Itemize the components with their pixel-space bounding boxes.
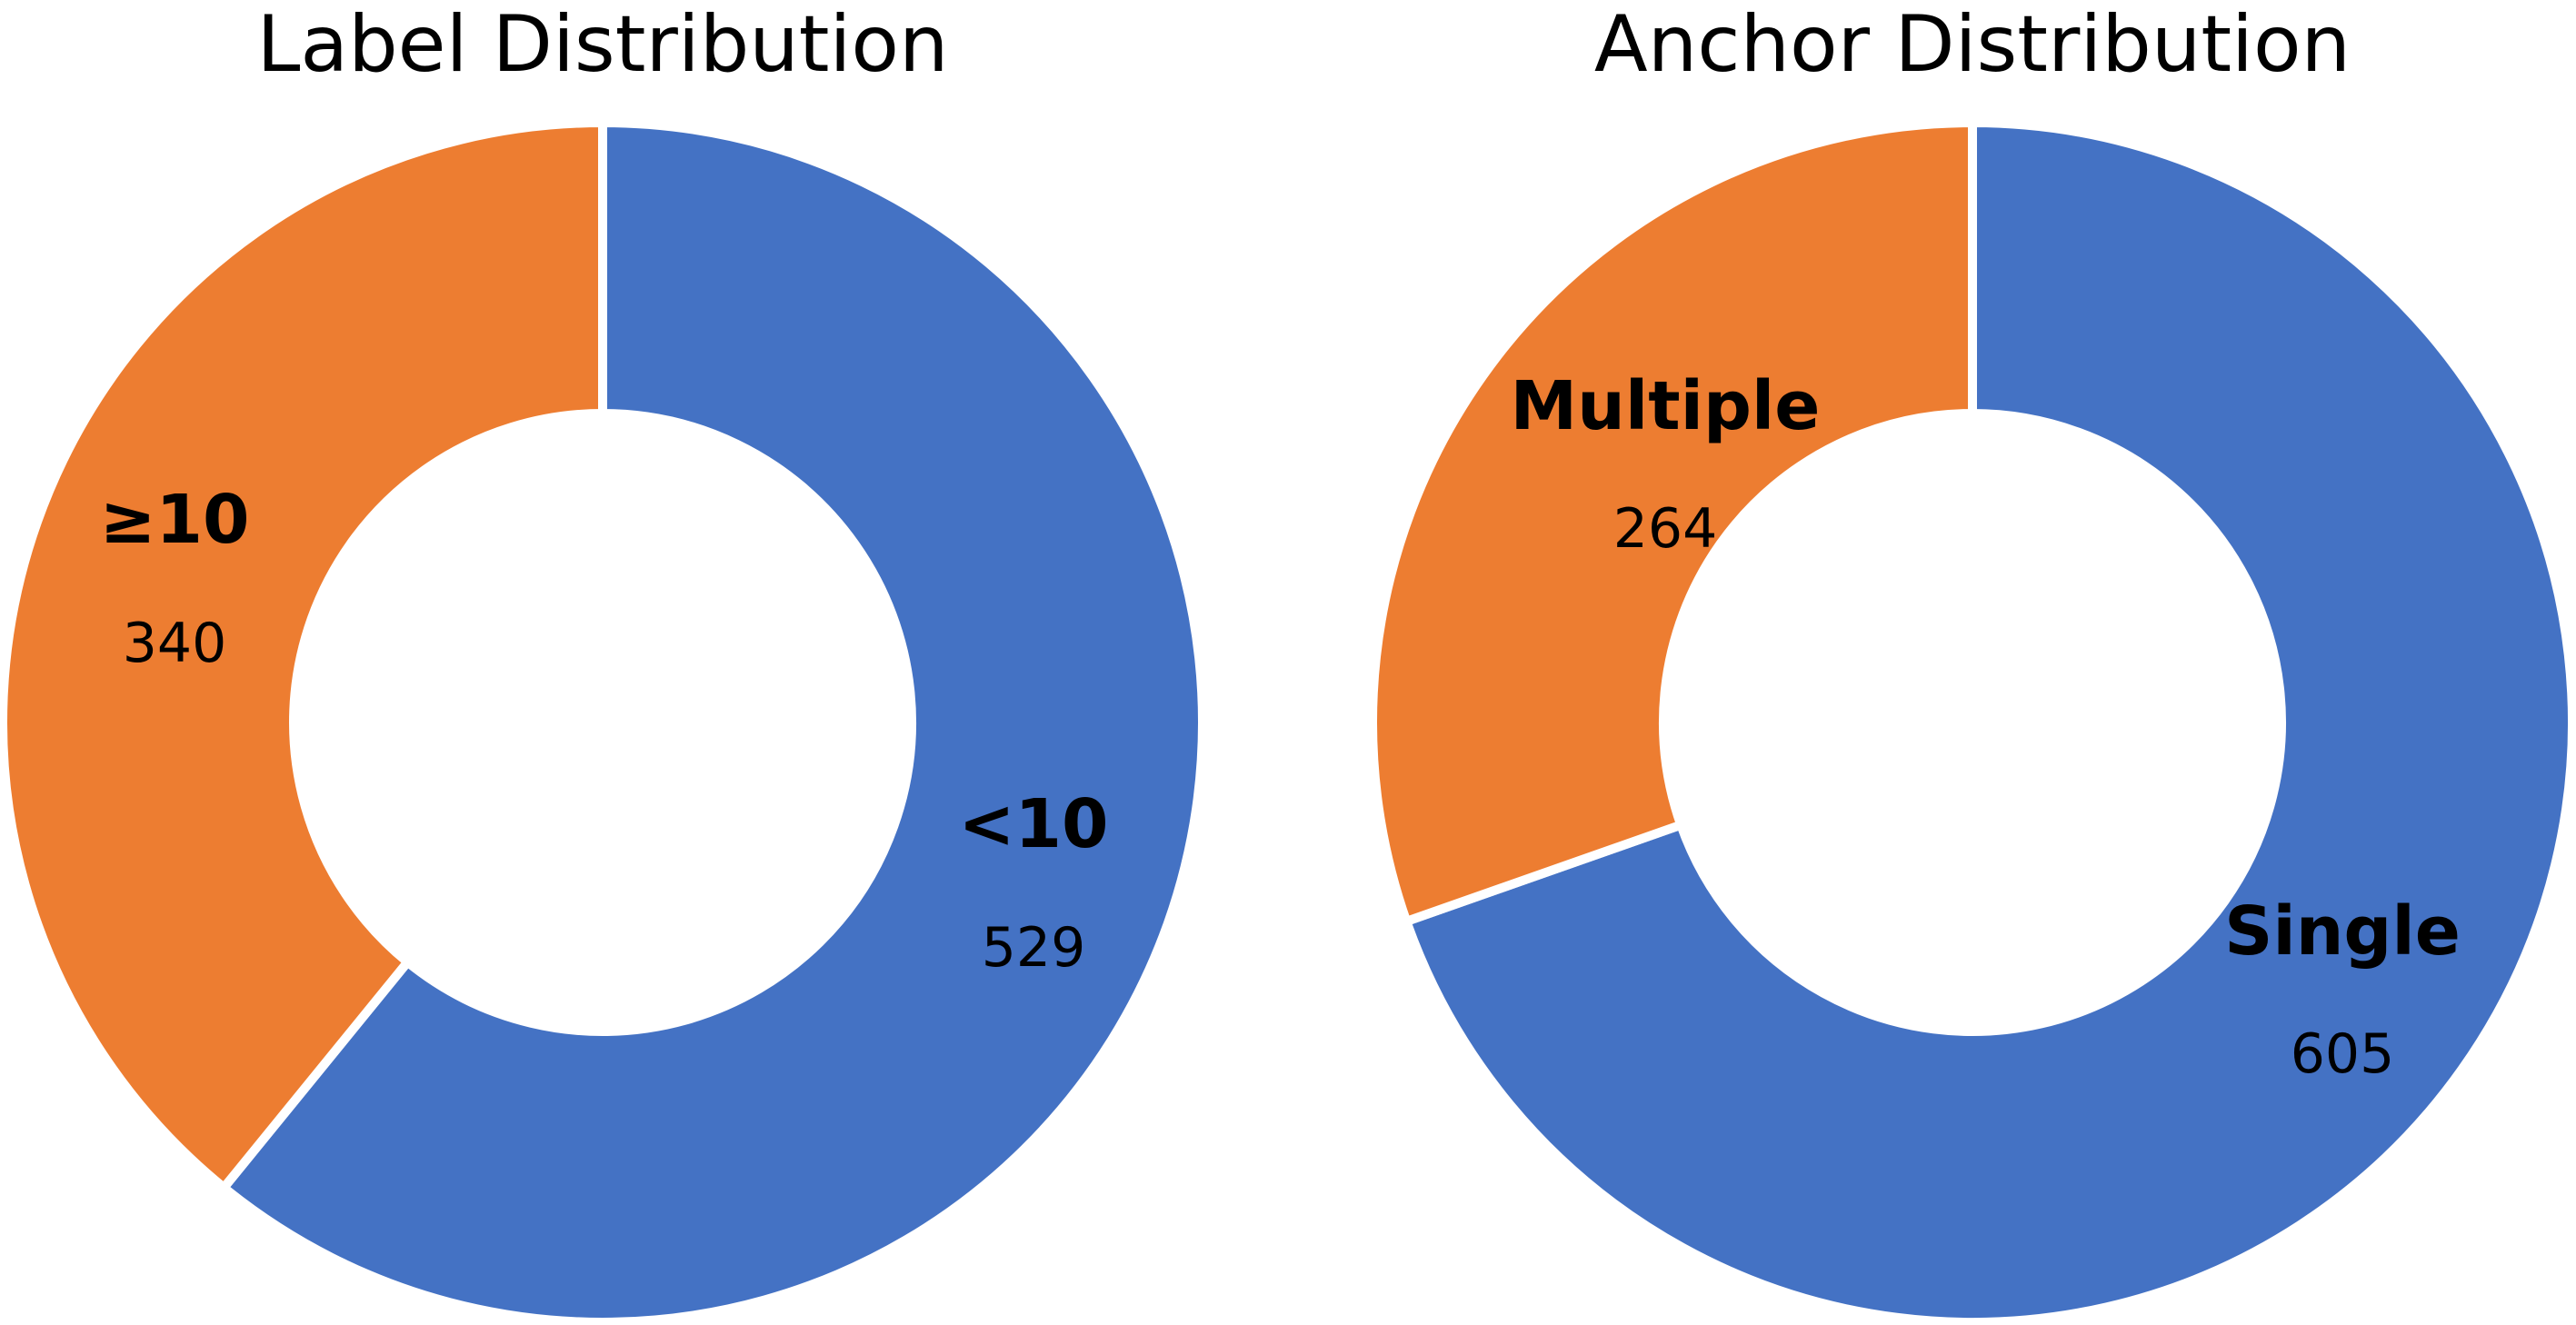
donut-slice-0	[1400, 117, 2576, 1325]
donut-slices	[1368, 117, 2576, 1325]
slice-value: 529	[982, 916, 1086, 980]
slice-label: Single	[2224, 892, 2461, 971]
chart-label-distribution: Label Distribution <10 529 ≥10 340	[0, 0, 1207, 1325]
donut-slice-1	[0, 117, 607, 1194]
slice-value: 605	[2291, 1022, 2395, 1086]
slice-value: 340	[123, 612, 227, 675]
slice-label: <10	[959, 785, 1109, 863]
chart-title: Anchor Distribution	[1594, 0, 2351, 90]
slice-label: Multiple	[1511, 367, 1821, 445]
chart-title: Label Distribution	[256, 0, 948, 90]
slice-value: 264	[1613, 497, 1718, 561]
chart-anchor-distribution: Anchor Distribution Single 605 Multiple …	[1368, 0, 2576, 1325]
donut-slice-1	[1368, 117, 1977, 928]
donut-slices	[0, 117, 1207, 1325]
donut-slice-0	[217, 117, 1207, 1325]
slice-label: ≥10	[100, 481, 250, 559]
